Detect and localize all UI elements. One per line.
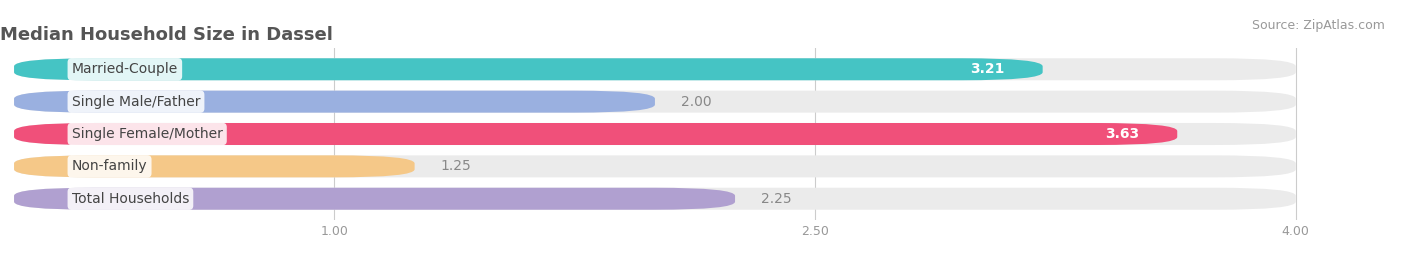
FancyBboxPatch shape bbox=[14, 58, 1043, 80]
Text: Total Households: Total Households bbox=[72, 192, 190, 206]
Text: 3.63: 3.63 bbox=[1105, 127, 1139, 141]
FancyBboxPatch shape bbox=[14, 155, 415, 177]
Text: 2.00: 2.00 bbox=[681, 95, 711, 109]
Text: 3.21: 3.21 bbox=[970, 62, 1004, 76]
FancyBboxPatch shape bbox=[14, 123, 1296, 145]
Text: Non-family: Non-family bbox=[72, 159, 148, 173]
Text: Median Household Size in Dassel: Median Household Size in Dassel bbox=[0, 26, 333, 44]
FancyBboxPatch shape bbox=[14, 123, 1177, 145]
Text: 1.25: 1.25 bbox=[440, 159, 471, 173]
FancyBboxPatch shape bbox=[14, 188, 1296, 210]
FancyBboxPatch shape bbox=[14, 155, 1296, 177]
Text: Single Female/Mother: Single Female/Mother bbox=[72, 127, 222, 141]
Text: Single Male/Father: Single Male/Father bbox=[72, 95, 200, 109]
FancyBboxPatch shape bbox=[14, 91, 655, 113]
Text: 2.25: 2.25 bbox=[761, 192, 792, 206]
FancyBboxPatch shape bbox=[14, 188, 735, 210]
FancyBboxPatch shape bbox=[14, 91, 1296, 113]
FancyBboxPatch shape bbox=[14, 58, 1296, 80]
Text: Source: ZipAtlas.com: Source: ZipAtlas.com bbox=[1251, 19, 1385, 32]
Text: Married-Couple: Married-Couple bbox=[72, 62, 179, 76]
